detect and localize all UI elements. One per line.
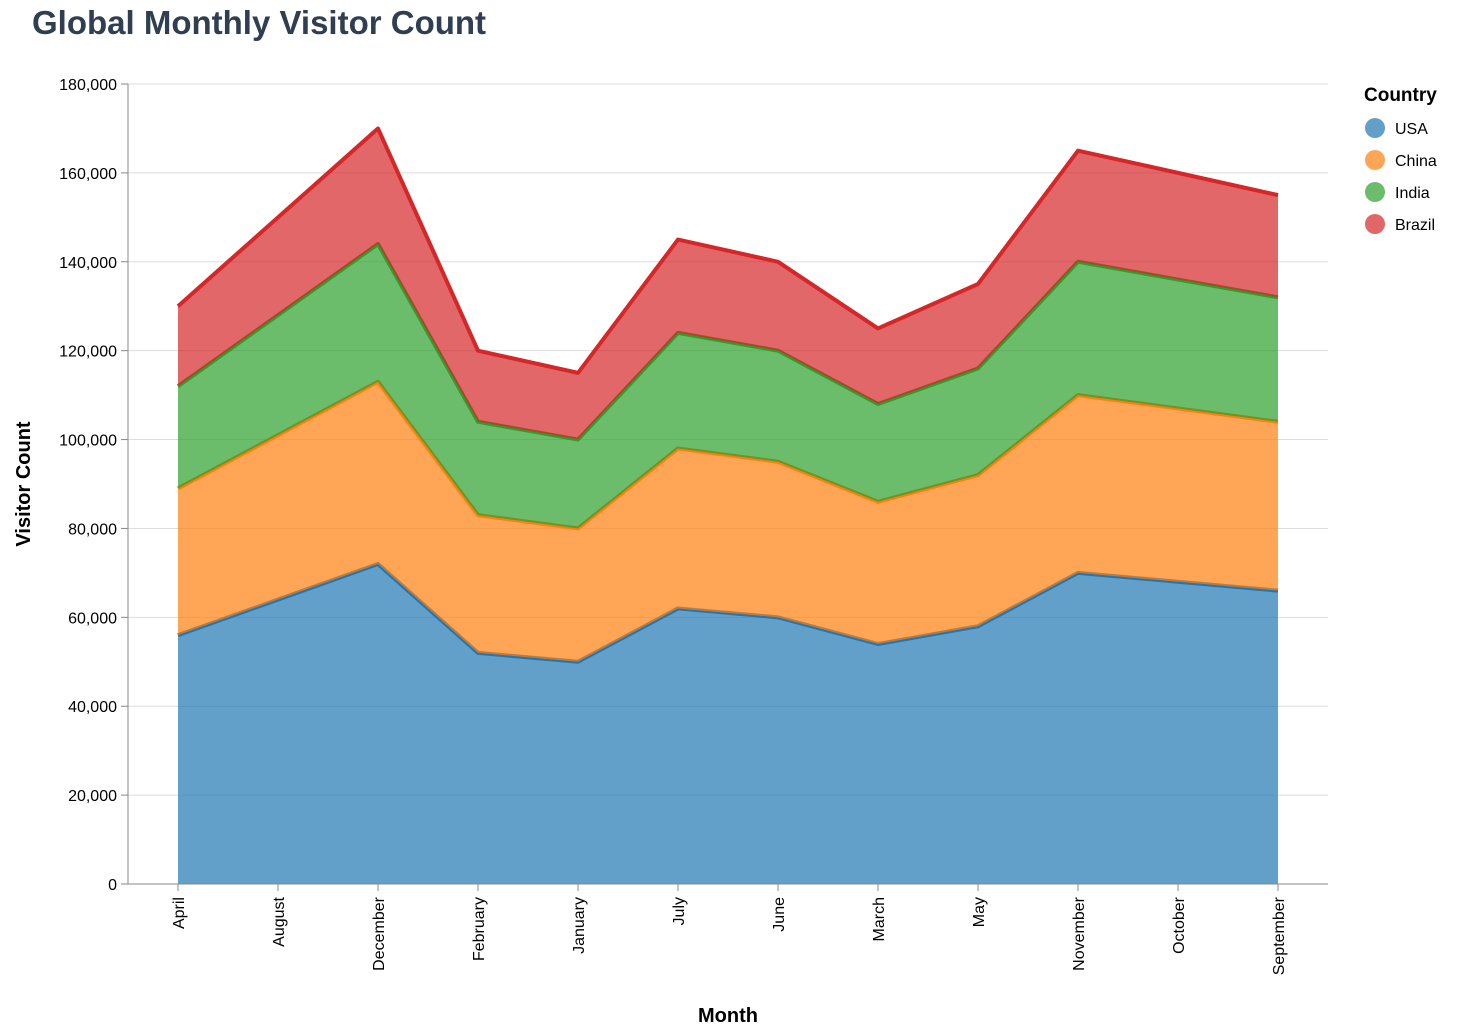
area-usa: [178, 564, 1278, 884]
x-tick-label: May: [971, 897, 988, 927]
line-brazil: [176, 126, 1279, 375]
legend-label-usa: USA: [1395, 121, 1428, 138]
x-tick-label: January: [571, 897, 588, 954]
area-china: [178, 381, 1278, 662]
x-tick-label: November: [1071, 896, 1088, 970]
y-tick-label: 120,000: [59, 344, 117, 361]
area-brazil: [178, 128, 1278, 440]
x-tick-label: June: [771, 897, 788, 932]
x-tick-label: March: [871, 897, 888, 941]
x-tick-label: October: [1171, 896, 1188, 954]
y-tick-label: 40,000: [68, 699, 117, 716]
area-india: [178, 244, 1278, 529]
stacked-areas: [176, 126, 1279, 884]
legend-swatch-brazil: [1365, 214, 1385, 234]
legend-swatch-usa: [1365, 118, 1385, 138]
y-tick-label: 160,000: [59, 166, 117, 183]
y-tick-label: 60,000: [68, 610, 117, 627]
legend-label-india: India: [1395, 185, 1430, 202]
x-tick-label: April: [171, 897, 188, 929]
y-tick-label: 140,000: [59, 255, 117, 272]
legend-label-china: China: [1395, 153, 1437, 170]
axes: 0 20,000 40,000 60,000 80,000 100,000 120,000 1…: [59, 77, 1328, 975]
legend-label-brazil: Brazil: [1395, 217, 1435, 234]
legend: Country USA China India Brazil: [1364, 85, 1437, 234]
legend-swatch-china: [1365, 150, 1385, 170]
legend-swatch-india: [1365, 182, 1385, 202]
y-tick-label: 80,000: [68, 521, 117, 538]
y-tick-label: 0: [108, 877, 117, 894]
y-tick-label: 20,000: [68, 788, 117, 805]
x-tick-label: July: [671, 897, 688, 925]
x-tick-label: August: [271, 896, 288, 946]
y-axis-title: Visitor Count: [13, 421, 35, 547]
x-tick-label: December: [371, 896, 388, 970]
y-tick-label: 180,000: [59, 77, 117, 94]
y-tick-label: 100,000: [59, 433, 117, 450]
x-tick-label: February: [471, 897, 488, 961]
x-tick-label: September: [1271, 896, 1288, 975]
legend-title: Country: [1364, 85, 1437, 106]
x-axis-title: Month: [698, 1005, 758, 1027]
chart-title: Global Monthly Visitor Count: [32, 4, 487, 41]
